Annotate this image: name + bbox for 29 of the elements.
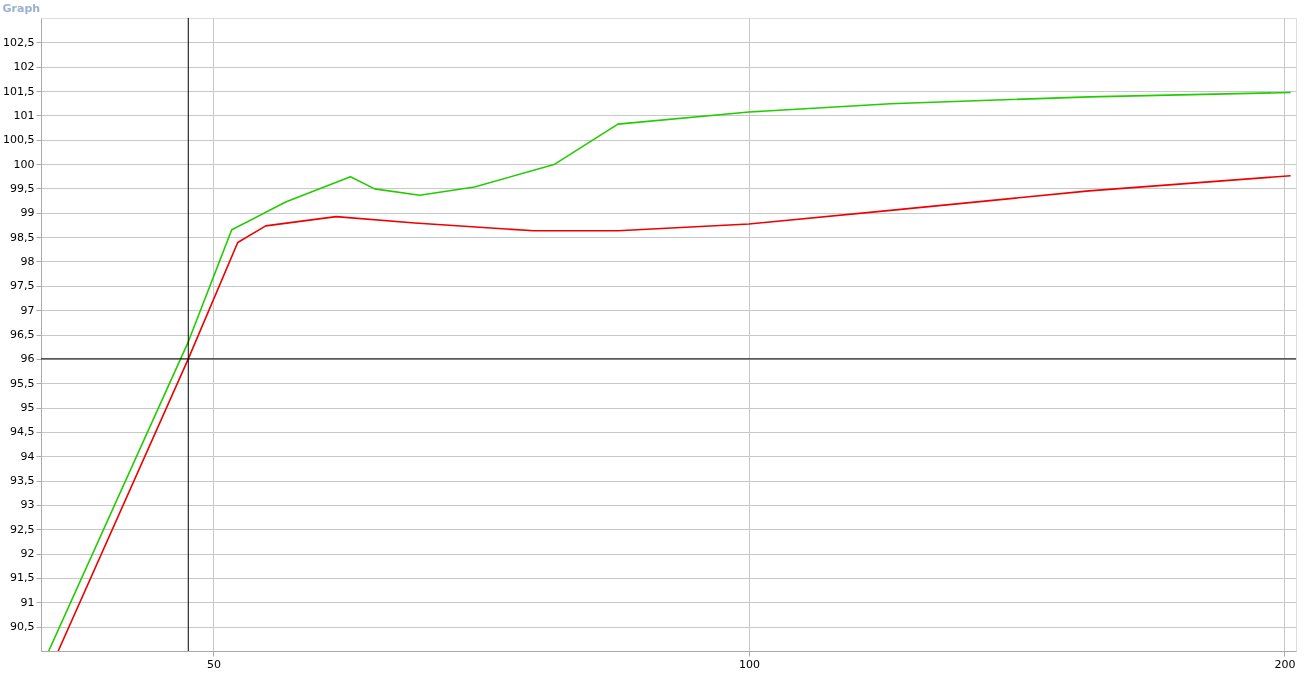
y-tick-label: 90,5 bbox=[10, 620, 35, 634]
x-tick-label: 200 bbox=[1274, 657, 1296, 671]
y-tick-label: 100 bbox=[13, 157, 35, 171]
y-tick-label: 99 bbox=[20, 206, 35, 220]
y-tick-label: 93 bbox=[20, 498, 35, 512]
y-tick-label: 102 bbox=[13, 60, 35, 74]
y-tick-label: 92,5 bbox=[10, 522, 35, 536]
y-tick-label: 94,5 bbox=[10, 425, 35, 439]
y-tick-label: 95 bbox=[20, 401, 35, 415]
y-tick-label: 100,5 bbox=[3, 133, 35, 147]
y-tick-label: 97 bbox=[20, 303, 35, 317]
y-tick-label: 91,5 bbox=[10, 571, 35, 585]
y-tick-label: 98,5 bbox=[10, 230, 35, 244]
y-tick-label: 99,5 bbox=[10, 181, 35, 195]
y-tick-label: 93,5 bbox=[10, 474, 35, 488]
y-tick-label: 96 bbox=[20, 352, 35, 366]
y-tick-label: 97,5 bbox=[10, 279, 35, 293]
x-tick-label: 100 bbox=[738, 657, 760, 671]
y-tick-label: 101,5 bbox=[3, 84, 35, 98]
y-tick-label: 91 bbox=[20, 595, 35, 609]
x-tick-label: 50 bbox=[206, 657, 221, 671]
y-tick-label: 96,5 bbox=[10, 328, 35, 341]
y-tick-label: 94 bbox=[20, 449, 35, 463]
y-tick-label: 102,5 bbox=[3, 35, 35, 49]
y-tick-label: 92 bbox=[20, 547, 35, 561]
chart-title: Graph bbox=[2, 1, 41, 15]
y-tick-label: 95,5 bbox=[10, 376, 35, 390]
y-tick-label: 101 bbox=[13, 108, 35, 122]
y-tick-label: 98 bbox=[20, 254, 35, 268]
